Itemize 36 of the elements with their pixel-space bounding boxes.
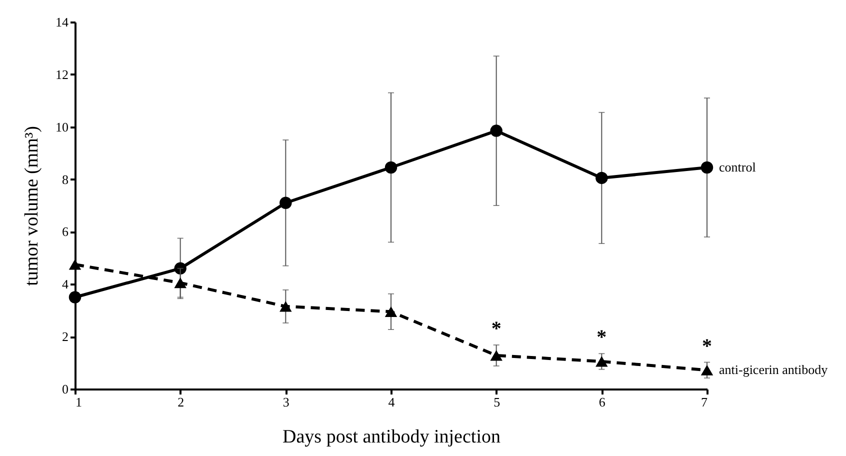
annotation: * bbox=[491, 318, 502, 340]
point bbox=[280, 301, 292, 312]
x-tick-label: 3 bbox=[282, 394, 290, 410]
y-axis-title: tumor volume (mm³) bbox=[22, 126, 42, 286]
series-label: control bbox=[719, 159, 756, 174]
y-tick-label: 0 bbox=[62, 382, 68, 396]
point bbox=[68, 259, 82, 270]
y-tick-label: 12 bbox=[56, 66, 68, 82]
x-axis-title: Days post antibody injection bbox=[282, 426, 501, 448]
y-tick-label: 2 bbox=[62, 329, 68, 344]
y-tick-label: 10 bbox=[56, 119, 68, 134]
point bbox=[490, 124, 502, 137]
x-tick-label: 2 bbox=[178, 394, 184, 410]
point bbox=[490, 350, 502, 361]
point bbox=[596, 356, 608, 367]
point bbox=[384, 306, 398, 317]
annotation: * bbox=[702, 335, 712, 358]
y-tick-label: 6 bbox=[62, 224, 69, 240]
point bbox=[174, 278, 186, 288]
y-tick-label: 8 bbox=[62, 172, 68, 187]
point bbox=[384, 161, 398, 174]
x-tick-label: 7 bbox=[701, 394, 708, 410]
x-tick-label: 4 bbox=[388, 394, 396, 410]
x-tick-label: 6 bbox=[598, 394, 606, 410]
point bbox=[700, 161, 714, 174]
series-label: anti-gicerin antibody bbox=[719, 362, 828, 378]
x-tick-label: 5 bbox=[494, 394, 500, 410]
point bbox=[280, 196, 292, 209]
x-tick-label: 1 bbox=[76, 394, 82, 410]
point bbox=[596, 172, 608, 184]
y-tick-label: 14 bbox=[56, 14, 69, 30]
point bbox=[68, 291, 82, 304]
point bbox=[700, 364, 714, 376]
point bbox=[174, 262, 186, 275]
y-tick-label: 4 bbox=[62, 276, 69, 292]
annotation: * bbox=[596, 326, 607, 349]
